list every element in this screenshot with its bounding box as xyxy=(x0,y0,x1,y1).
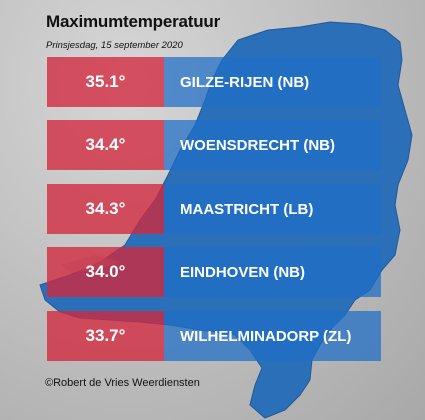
copyright-credit: ©Robert de Vries Weerdiensten xyxy=(45,377,200,389)
station-name: EINDHOVEN (NB) xyxy=(164,247,381,297)
station-row: 34.0° EINDHOVEN (NB) xyxy=(47,247,381,297)
station-name: GILZE-RIJEN (NB) xyxy=(164,57,381,107)
temperature-value: 34.0° xyxy=(47,247,164,297)
station-name: WILHELMINADORP (ZL) xyxy=(164,311,381,361)
station-row: 35.1° GILZE-RIJEN (NB) xyxy=(47,57,381,107)
station-row: 34.3° MAASTRICHT (LB) xyxy=(47,184,381,234)
station-name: WOENSDRECHT (NB) xyxy=(164,120,381,170)
chart-title: Maximumtemperatuur xyxy=(46,12,220,31)
chart-subtitle: Prinsjesdag, 15 september 2020 xyxy=(46,40,183,51)
station-row: 34.4° WOENSDRECHT (NB) xyxy=(47,120,381,170)
temperature-value: 34.4° xyxy=(47,120,164,170)
temperature-value: 35.1° xyxy=(47,57,164,107)
station-name: MAASTRICHT (LB) xyxy=(164,184,381,234)
temperature-value: 34.3° xyxy=(47,184,164,234)
station-row: 33.7° WILHELMINADORP (ZL) xyxy=(47,311,381,361)
temperature-value: 33.7° xyxy=(47,311,164,361)
